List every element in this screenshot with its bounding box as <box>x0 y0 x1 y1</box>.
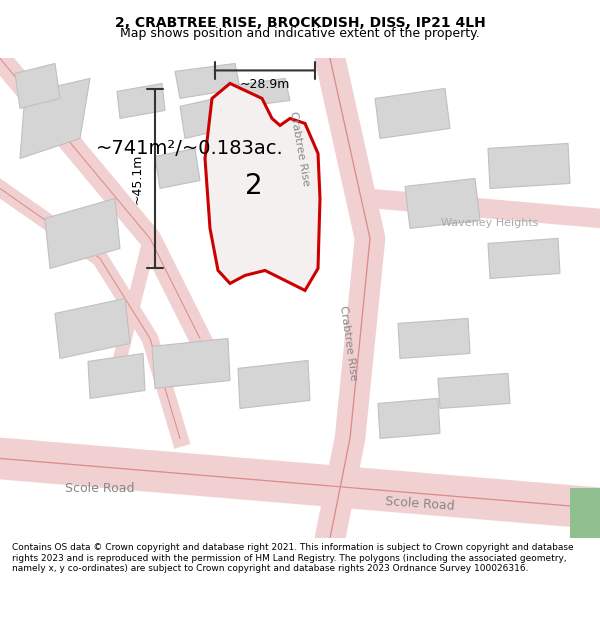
Polygon shape <box>152 339 230 388</box>
Polygon shape <box>155 148 200 189</box>
Polygon shape <box>117 83 165 119</box>
Text: Crabtree Rise: Crabtree Rise <box>289 110 311 187</box>
Polygon shape <box>45 199 120 269</box>
Text: Crabtree Rise: Crabtree Rise <box>338 305 358 382</box>
Text: Waveney Heights: Waveney Heights <box>441 218 539 228</box>
Polygon shape <box>55 298 130 358</box>
Polygon shape <box>180 98 220 138</box>
Bar <box>570 489 600 538</box>
Polygon shape <box>488 238 560 279</box>
Text: Contains OS data © Crown copyright and database right 2021. This information is : Contains OS data © Crown copyright and d… <box>12 543 574 573</box>
Text: ~28.9m: ~28.9m <box>240 78 290 91</box>
Polygon shape <box>438 373 510 409</box>
Polygon shape <box>238 361 310 409</box>
Text: Scole Road: Scole Road <box>385 494 455 512</box>
Polygon shape <box>88 354 145 399</box>
Polygon shape <box>225 78 290 109</box>
Text: 2: 2 <box>245 172 263 200</box>
Polygon shape <box>405 179 480 228</box>
Polygon shape <box>378 399 440 439</box>
Text: ~741m²/~0.183ac.: ~741m²/~0.183ac. <box>96 139 284 158</box>
Polygon shape <box>398 318 470 358</box>
Text: ~45.1m: ~45.1m <box>131 153 143 204</box>
Text: 2, CRABTREE RISE, BROCKDISH, DISS, IP21 4LH: 2, CRABTREE RISE, BROCKDISH, DISS, IP21 … <box>115 16 485 30</box>
Polygon shape <box>488 143 570 189</box>
Polygon shape <box>15 63 60 109</box>
Text: Scole Road: Scole Road <box>65 482 135 495</box>
Polygon shape <box>20 78 90 158</box>
Polygon shape <box>175 63 240 98</box>
Polygon shape <box>375 88 450 138</box>
Text: Map shows position and indicative extent of the property.: Map shows position and indicative extent… <box>120 28 480 41</box>
Polygon shape <box>205 83 320 291</box>
